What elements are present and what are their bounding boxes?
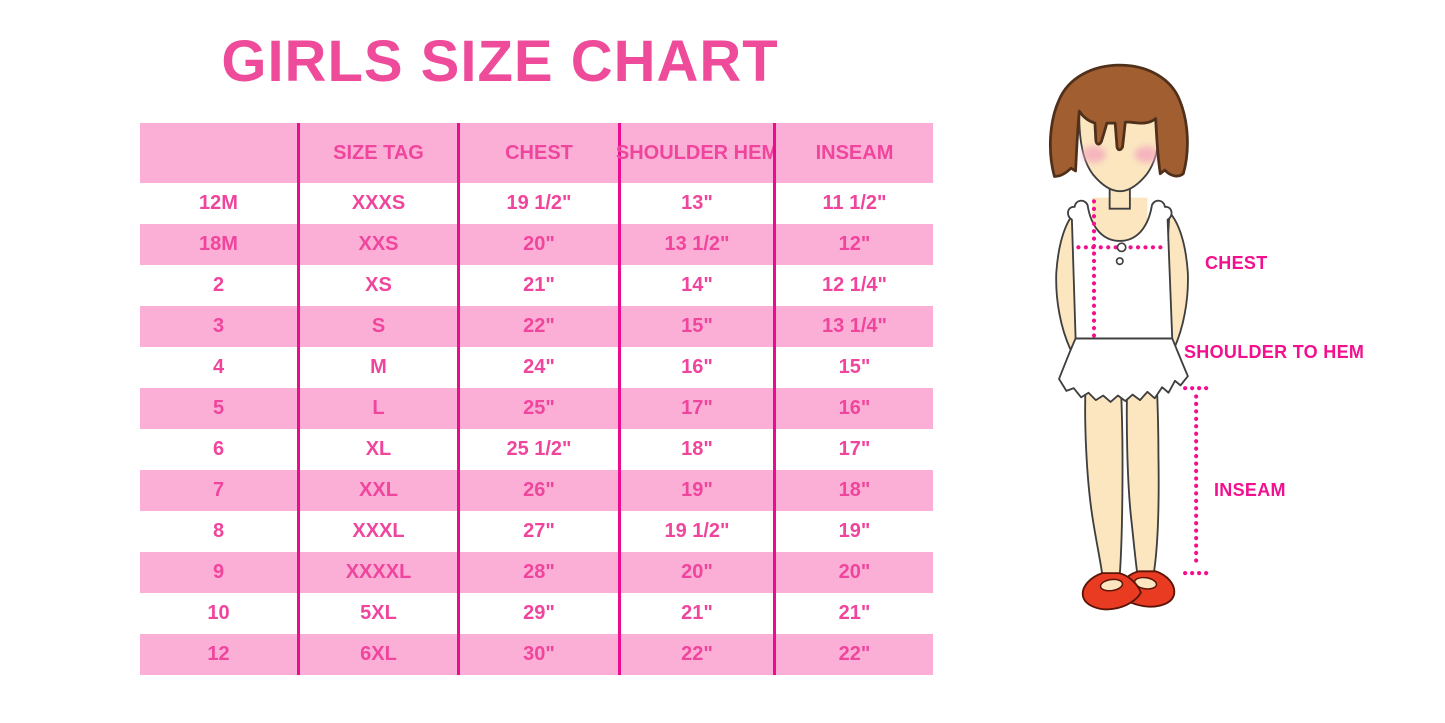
table-cell: 2 xyxy=(212,274,225,296)
table-cell: 21" xyxy=(773,593,933,634)
chest-label: CHEST xyxy=(1205,253,1268,273)
table-cell: 18" xyxy=(618,429,773,470)
table-cell: 11 1/2" xyxy=(773,183,933,224)
table-cell: 18" xyxy=(773,470,933,511)
table-cell: L xyxy=(297,388,457,429)
table-cell: 10 xyxy=(207,602,230,624)
table-cell: 8 xyxy=(212,520,225,542)
table-cell: 21" xyxy=(457,265,618,306)
table-cell: XS xyxy=(297,265,457,306)
table-cell: 18M xyxy=(140,224,297,265)
table-cell: 12" xyxy=(773,224,933,265)
table-cell: 20" xyxy=(618,552,773,593)
table-cell: 22" xyxy=(773,634,933,675)
table-cell: 5 xyxy=(140,388,297,429)
table-cell: 13" xyxy=(618,183,773,224)
table-cell: XXS xyxy=(297,224,457,265)
table-cell: 3 xyxy=(140,306,297,347)
table-cell: 15" xyxy=(773,347,933,388)
header-cell: INSEAM xyxy=(773,123,933,183)
table-cell: 25 1/2" xyxy=(457,429,618,470)
inseam-measure-line xyxy=(1183,386,1209,576)
table-cell: XXXS xyxy=(297,183,457,224)
right-blush xyxy=(1134,146,1159,163)
table-cell: 9 xyxy=(140,552,297,593)
table-cell: 15" xyxy=(618,306,773,347)
table-cell: 16" xyxy=(618,347,773,388)
table-cell: S xyxy=(297,306,457,347)
right-leg xyxy=(1125,378,1160,575)
table-cell: 12 xyxy=(140,634,297,675)
table-cell: 20" xyxy=(457,224,618,265)
hair xyxy=(1048,63,1189,178)
table-cell: 20" xyxy=(773,552,933,593)
table-cell: 5XL xyxy=(297,593,457,634)
table-cell: M xyxy=(297,347,457,388)
left-shoe xyxy=(1081,572,1142,611)
table-cell: 22" xyxy=(618,634,773,675)
table-cell: 19 1/2" xyxy=(618,511,773,552)
table-cell: 19" xyxy=(773,511,933,552)
table-cell: XXL xyxy=(297,470,457,511)
inseam-label: INSEAM xyxy=(1214,480,1286,500)
girl-illustration xyxy=(1048,63,1209,611)
table-cell: 7 xyxy=(140,470,297,511)
shoulder-to-hem-label: SHOULDER TO HEM xyxy=(1184,342,1365,362)
table-cell: 6XL xyxy=(297,634,457,675)
table-cell: XXXXL xyxy=(297,552,457,593)
table-cell: 6 xyxy=(212,438,225,460)
table-cell: 12 1/4" xyxy=(773,265,933,306)
table-cell: 17" xyxy=(618,388,773,429)
table-cell: 19 1/2" xyxy=(457,183,618,224)
table-cell: 19" xyxy=(618,470,773,511)
table-cell: 16" xyxy=(773,388,933,429)
table-cell: 26" xyxy=(457,470,618,511)
table-cell: 27" xyxy=(457,511,618,552)
table-cell: 22" xyxy=(457,306,618,347)
skirt xyxy=(1058,337,1189,403)
table-cell: 21" xyxy=(618,593,773,634)
table-cell: XL xyxy=(297,429,457,470)
table-cell: 24" xyxy=(457,347,618,388)
table-cell: 12M xyxy=(199,192,238,214)
header-cell: CHEST xyxy=(457,123,618,183)
shirt-button-top xyxy=(1116,242,1127,253)
shirt-button-bottom xyxy=(1115,257,1124,266)
left-leg xyxy=(1084,378,1124,576)
table-cell: 28" xyxy=(457,552,618,593)
table-cell: 4 xyxy=(212,356,225,378)
table-cell: 30" xyxy=(457,634,618,675)
left-blush xyxy=(1082,146,1106,163)
table-cell: 29" xyxy=(457,593,618,634)
size-table: SIZE TAG CHEST SHOULDER HEM INSEAM 12M XXXS 19… xyxy=(140,123,933,675)
header-cell xyxy=(140,123,297,183)
header-cell: SHOULDER HEM xyxy=(616,123,778,183)
table-cell: 14" xyxy=(618,265,773,306)
page-title: GIRLS SIZE CHART xyxy=(221,29,779,94)
header-cell: SIZE TAG xyxy=(297,123,457,183)
table-cell: 13 1/2" xyxy=(618,224,773,265)
table-cell: 17" xyxy=(773,429,933,470)
table-cell: 13 1/4" xyxy=(773,306,933,347)
table-cell: XXXL xyxy=(297,511,457,552)
table-cell: 25" xyxy=(457,388,618,429)
